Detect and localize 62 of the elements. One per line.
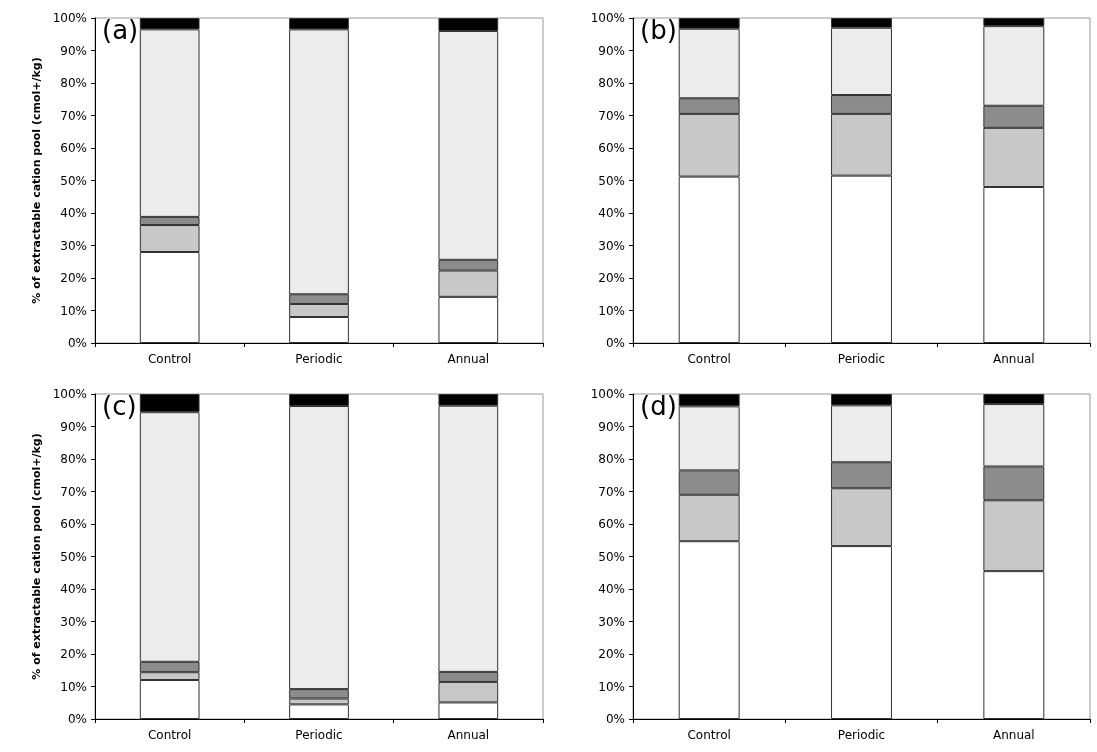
y-tick-label: 80% <box>598 452 625 466</box>
y-tick-label: 90% <box>598 419 625 434</box>
y-tick-label: 70% <box>598 108 625 123</box>
y-tick-label: 40% <box>60 582 87 596</box>
y-tick-label: 90% <box>598 43 625 58</box>
x-tick-label: Periodic <box>837 352 886 366</box>
x-tick-label: Periodic <box>295 352 343 366</box>
y-tick-label: 40% <box>598 206 625 220</box>
y-tick-label: 20% <box>598 271 625 285</box>
y-tick-label: 30% <box>60 238 87 253</box>
y-tick-label: 60% <box>60 141 87 155</box>
y-tick-label: 0% <box>605 336 625 350</box>
x-tick-label: Annual <box>992 352 1035 366</box>
y-tick-label: 20% <box>598 647 625 661</box>
y-tick-label: 100% <box>590 387 625 401</box>
y-tick-label: 30% <box>598 238 625 253</box>
y-tick-label: 20% <box>60 271 87 285</box>
y-tick-label: 100% <box>52 11 87 25</box>
x-tick-label: Control <box>147 352 192 366</box>
y-tick-label: 10% <box>60 679 87 694</box>
y-tick-label: 40% <box>60 206 87 220</box>
x-tick-label: Periodic <box>837 728 886 742</box>
y-tick-label: 70% <box>60 484 87 499</box>
x-tick-label: Control <box>687 352 731 366</box>
y-tick-label: 40% <box>598 582 625 596</box>
y-tick-label: 0% <box>605 712 625 726</box>
y-tick-label: 10% <box>60 303 87 318</box>
y-tick-label: 90% <box>60 43 87 58</box>
y-tick-label: 10% <box>598 303 625 318</box>
y-axis-title: % of extractable cation pool (cmol+/kg) <box>29 57 43 304</box>
y-tick-label: 20% <box>60 647 87 661</box>
y-tick-label: 60% <box>598 141 625 155</box>
y-tick-label: 30% <box>60 614 87 629</box>
x-tick-label: Periodic <box>295 728 343 742</box>
y-tick-label: 80% <box>598 76 625 90</box>
chart-title: (a) <box>102 15 139 45</box>
y-tick-label: 70% <box>598 484 625 499</box>
y-tick-label: 0% <box>67 712 87 726</box>
y-tick-label: 60% <box>60 517 87 531</box>
y-tick-label: 80% <box>60 76 87 90</box>
y-tick-label: 100% <box>52 387 87 401</box>
y-tick-label: 30% <box>598 614 625 629</box>
y-tick-label: 60% <box>598 517 625 531</box>
y-tick-label: 80% <box>60 452 87 466</box>
y-tick-label: 90% <box>60 419 87 434</box>
x-tick-label: Control <box>687 728 731 742</box>
y-tick-label: 50% <box>60 173 87 188</box>
chart-title: (c) <box>102 391 137 421</box>
y-tick-label: 50% <box>598 549 625 564</box>
y-tick-label: 0% <box>67 336 87 350</box>
y-tick-label: 50% <box>598 173 625 188</box>
x-tick-label: Annual <box>992 728 1035 742</box>
x-tick-label: Control <box>147 728 192 742</box>
x-tick-label: Annual <box>447 728 490 742</box>
y-tick-label: 10% <box>598 679 625 694</box>
y-tick-label: 70% <box>60 108 87 123</box>
y-tick-label: 50% <box>60 549 87 564</box>
y-axis-title: % of extractable cation pool (cmol+/kg) <box>29 433 43 680</box>
y-tick-label: 100% <box>590 11 625 25</box>
x-tick-label: Annual <box>447 352 490 366</box>
chart-title: (d) <box>640 391 677 421</box>
chart-title: (b) <box>640 15 677 45</box>
